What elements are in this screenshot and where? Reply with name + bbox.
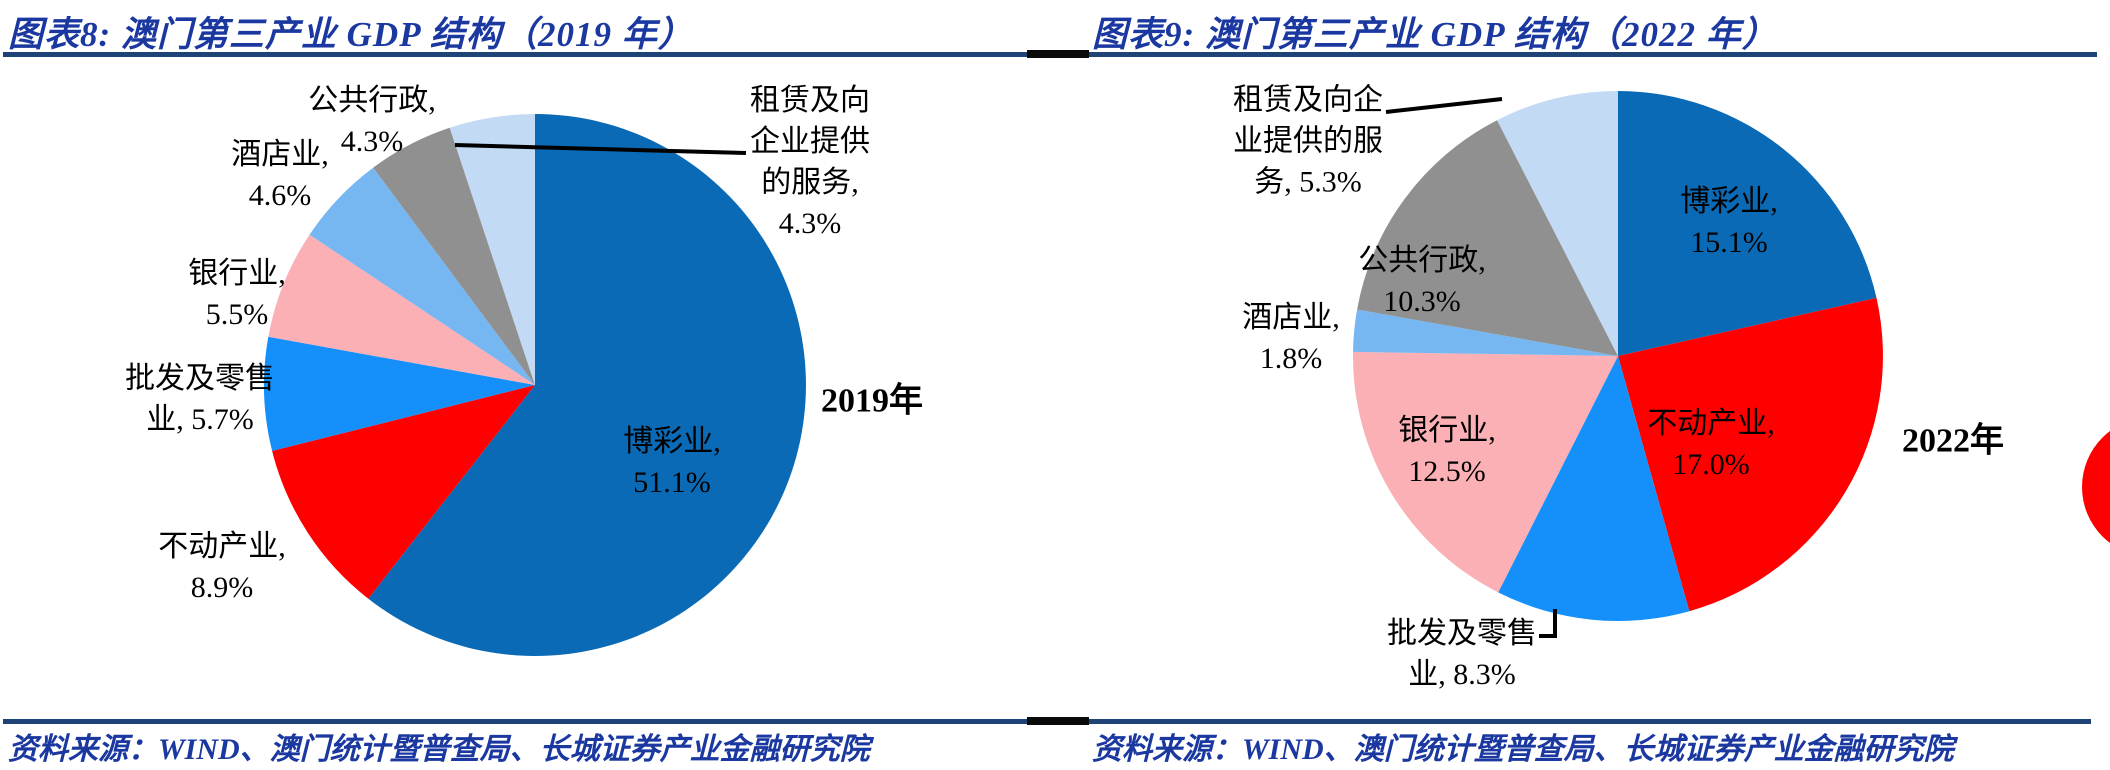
gdp-2019-label-leasing-business-services-line: 企业提供 — [750, 125, 870, 158]
gdp-2019-label-banking-line: 银行业, — [188, 257, 286, 290]
gdp-2019-label-wholesale-retail-line: 批发及零售 — [125, 362, 275, 395]
gdp-2019-label-leasing-business-services-line: 的服务, — [761, 166, 859, 199]
leader-line-leasing-2019 — [454, 143, 747, 155]
gdp-2022-slice-leasing-business-services — [1497, 91, 1618, 356]
gdp-2019-label-leasing-business-services: 租赁及向企业提供的服务, 4.3% — [750, 80, 870, 244]
gdp-2022-label-gaming-line: 博彩业, — [1680, 185, 1778, 218]
gdp-2019-label-hotels-line: 酒店业, — [231, 138, 329, 171]
gdp-2022-label-banking-line: 银行业, — [1398, 414, 1496, 447]
year-annotation-2022: 2022年 — [1902, 422, 2004, 460]
gdp-2022-label-wholesale-retail: 批发及零售业, 8.3% — [1387, 613, 1537, 695]
gdp-2019-label-gaming-line: 51.1% — [633, 466, 711, 499]
gdp-2019-label-real-estate-line: 8.9% — [190, 571, 254, 604]
gdp-2019-label-public-admin-line: 4.3% — [340, 125, 404, 158]
gdp-2022-label-banking-line: 12.5% — [1408, 455, 1486, 488]
gdp-2022-label-gaming: 博彩业, 15.1% — [1680, 181, 1778, 263]
gdp-2022-label-real-estate: 不动产业, 17.0% — [1647, 403, 1775, 485]
gdp-2022-slice-public-admin — [1357, 120, 1618, 356]
gdp-2019-label-leasing-business-services-line: 4.3% — [778, 207, 842, 240]
gdp-2022-slice-real-estate — [1618, 297, 1883, 612]
gdp-2022-label-hotels-line: 酒店业, — [1242, 301, 1340, 334]
gdp-2022-label-leasing-business-services-line: 业提供的服 — [1233, 124, 1383, 158]
gdp-2022-label-real-estate-line: 17.0% — [1672, 448, 1750, 481]
gdp-2019-slice-hotels — [309, 167, 535, 385]
gdp-2022-label-gaming-line: 15.1% — [1690, 226, 1768, 259]
gdp-2019-label-wholesale-retail: 批发及零售业, 5.7% — [125, 358, 275, 440]
gdp-2022-label-leasing-business-services-line: 租赁及向企 — [1233, 83, 1383, 117]
gdp-2019-slice-wholesale-retail — [263, 336, 535, 451]
gdp-2019-slice-banking — [268, 234, 535, 385]
gdp-2019-label-real-estate: 不动产业, 8.9% — [158, 526, 286, 608]
gdp-2022-label-public-admin-line: 10.3% — [1383, 285, 1461, 318]
gdp-2022-label-public-admin: 公共行政, 10.3% — [1358, 240, 1486, 322]
gdp-2019-slice-public-admin — [373, 127, 535, 386]
source-note-2019: 资料来源：WIND、澳门统计暨普查局、长城证券产业金融研究院 — [8, 733, 870, 766]
gdp-2022-label-hotels: 酒店业, 1.8% — [1242, 297, 1340, 379]
gdp-2022-label-banking: 银行业, 12.5% — [1398, 410, 1496, 492]
gdp-2019-label-gaming-line: 博彩业, — [623, 425, 721, 458]
clipped-pie-fragment — [2082, 431, 2110, 543]
gdp-2022-label-real-estate-line: 不动产业, — [1647, 407, 1775, 440]
year-annotation-2019: 2019年 — [821, 382, 923, 420]
gdp-2019-label-hotels-line: 4.6% — [248, 179, 312, 212]
chart-title-2022: 图表9: 澳门第三产业 GDP 结构（2022 年） — [1092, 15, 1778, 54]
gdp-2019-label-banking: 银行业, 5.5% — [188, 253, 286, 335]
leader-line-leasing-2022 — [1385, 97, 1503, 114]
gdp-2019-slice-leasing-business-services — [449, 114, 535, 385]
gdp-2019-label-banking-line: 5.5% — [205, 298, 269, 331]
source-note-2022: 资料来源：WIND、澳门统计暨普查局、长城证券产业金融研究院 — [1092, 733, 1954, 766]
gdp-2019-slice-real-estate — [272, 385, 535, 599]
leader-line-wholesale-retail-2022 — [1539, 609, 1557, 638]
gdp-2022-slice-wholesale-retail — [1498, 356, 1690, 621]
chart-title-2019: 图表8: 澳门第三产业 GDP 结构（2019 年） — [8, 15, 694, 54]
gdp-2019-label-hotels: 酒店业, 4.6% — [231, 134, 329, 216]
gdp-2019-label-gaming: 博彩业, 51.1% — [623, 421, 721, 503]
gdp-2019-label-public-admin: 公共行政, 4.3% — [308, 80, 436, 162]
gdp-2019-label-public-admin-line: 公共行政, — [308, 84, 436, 117]
gdp-2022-label-wholesale-retail-line: 业, 8.3% — [1408, 658, 1516, 691]
gdp-2022-slice-gaming — [1618, 91, 1877, 356]
gdp-2022-slice-banking — [1352, 351, 1618, 593]
gdp-2022-label-hotels-line: 1.8% — [1259, 342, 1323, 375]
gdp-2022-label-leasing-business-services-line: 务, 5.3% — [1254, 165, 1362, 199]
gdp-2022-label-wholesale-retail-line: 批发及零售 — [1387, 617, 1537, 650]
title-underline-gutter-mark — [1027, 50, 1089, 58]
source-divider-gutter-mark — [1027, 717, 1089, 725]
gdp-2019-label-real-estate-line: 不动产业, — [158, 530, 286, 563]
gdp-2022-label-public-admin-line: 公共行政, — [1358, 244, 1486, 277]
gdp-2022-slice-hotels — [1353, 309, 1618, 356]
gdp-2019-slice-gaming — [368, 114, 806, 656]
gdp-2019-label-leasing-business-services-line: 租赁及向 — [750, 84, 870, 117]
gdp-2019-label-wholesale-retail-line: 业, 5.7% — [146, 403, 254, 436]
gdp-2022-label-leasing-business-services: 租赁及向企业提供的服务, 5.3% — [1233, 80, 1383, 203]
